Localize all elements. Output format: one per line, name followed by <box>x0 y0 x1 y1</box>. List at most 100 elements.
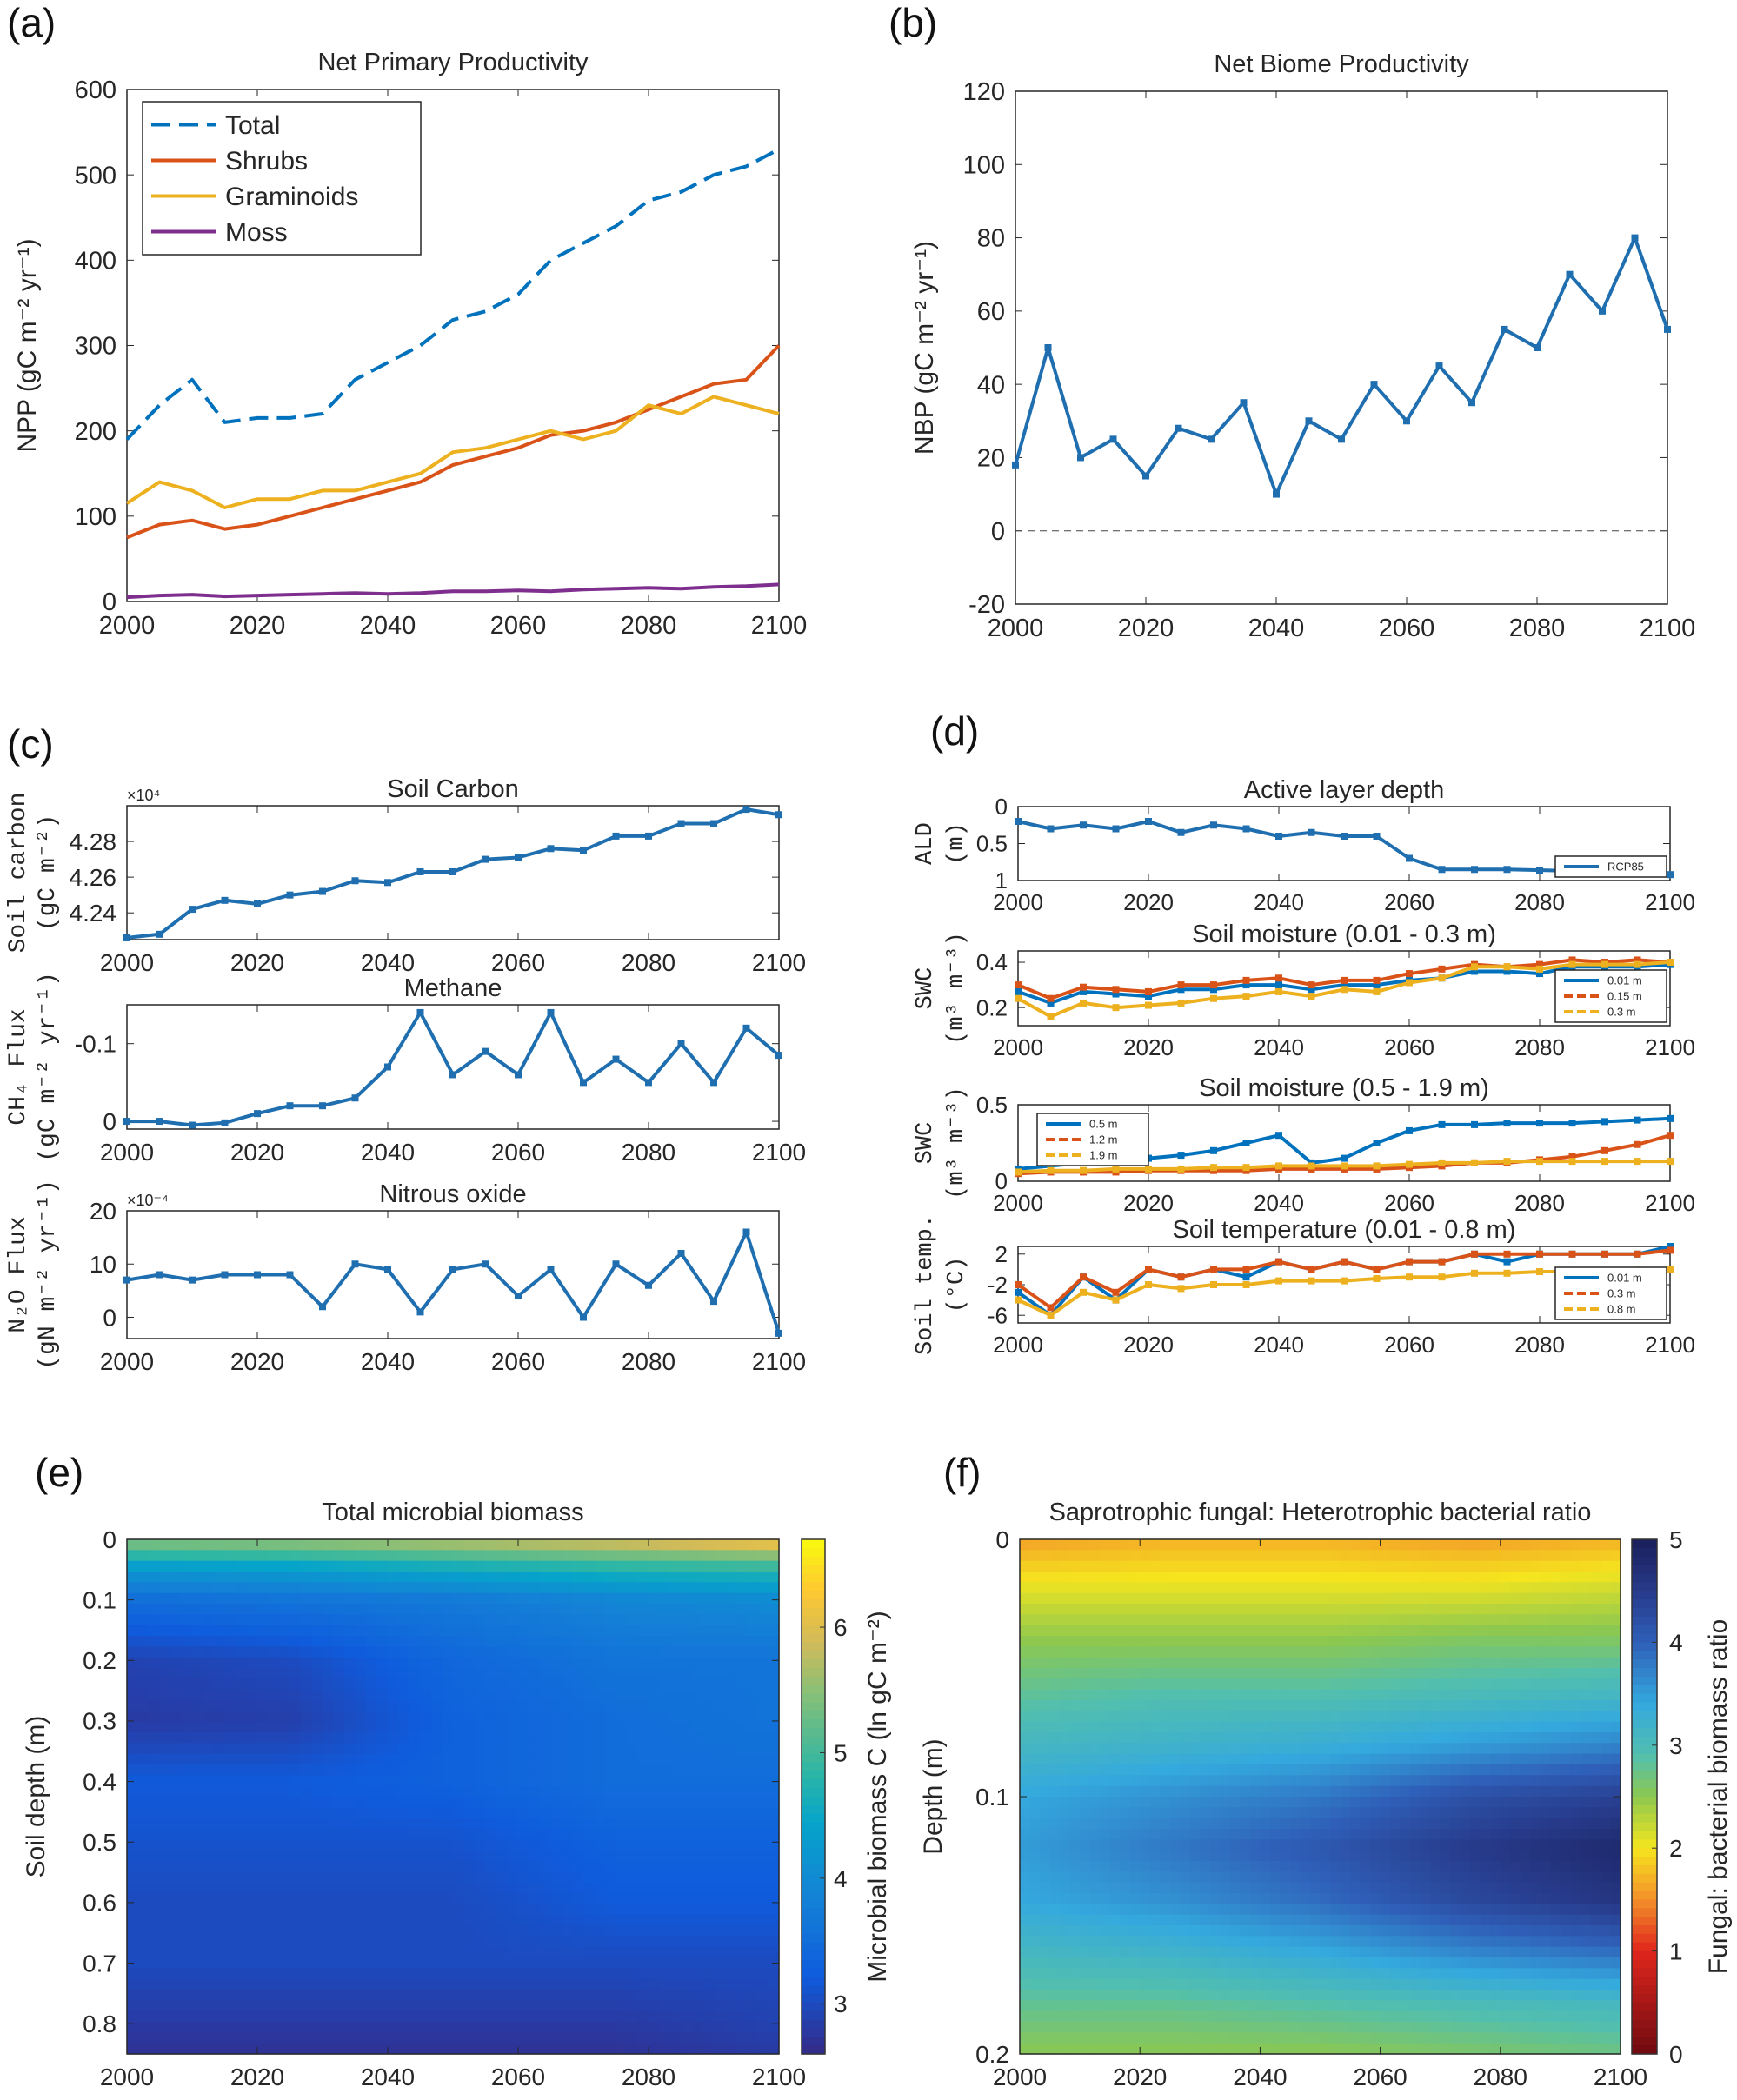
x-tick-label: 2000 <box>100 949 154 976</box>
x-tick-label: 2080 <box>1509 615 1566 642</box>
heatmap-cell <box>1269 1560 1281 1572</box>
heatmap-cell <box>1160 1636 1171 1647</box>
heatmap-cell <box>583 1625 596 1637</box>
heatmap-cell <box>1480 1625 1491 1637</box>
heatmap-cell <box>203 1614 215 1626</box>
heatmap-cell <box>192 1893 204 1904</box>
data-point <box>1634 1250 1641 1258</box>
heatmap-cell <box>192 1990 204 2001</box>
heatmap-cell <box>323 1764 335 1776</box>
heatmap-cell <box>1601 1646 1612 1658</box>
heatmap-cell <box>149 1936 161 1948</box>
heatmap-cell <box>485 1807 497 1819</box>
heatmap-cell <box>1350 1657 1361 1669</box>
heatmap-cell <box>768 1721 780 1733</box>
heatmap-cell <box>431 1957 443 1969</box>
heatmap-cell <box>1260 1711 1271 1723</box>
heatmap-cell <box>540 1990 552 2001</box>
heatmap-cell <box>714 1968 726 1980</box>
heatmap-cell <box>1310 1700 1321 1711</box>
heatmap-cell <box>572 1946 584 1958</box>
heatmap-cell <box>1229 1668 1241 1679</box>
heatmap-cell <box>768 1700 780 1711</box>
heatmap-cell <box>1340 1592 1351 1605</box>
heatmap-cell <box>224 1625 236 1637</box>
heatmap-cell <box>355 2000 367 2012</box>
heatmap-cell <box>1029 1604 1041 1615</box>
heatmap-cell <box>127 1893 139 1904</box>
heatmap-cell <box>1100 1604 1111 1615</box>
data-point <box>1109 435 1117 443</box>
heatmap-cell <box>1410 1592 1421 1605</box>
heatmap-cell <box>192 1871 204 1884</box>
colorbar-segment <box>802 1857 825 1866</box>
heatmap-cell <box>681 1689 693 1701</box>
heatmap-cell <box>1269 1700 1281 1711</box>
heatmap-cell <box>159 1592 171 1605</box>
heatmap-cell <box>1149 1700 1161 1711</box>
heatmap-cell <box>1390 1689 1401 1701</box>
heatmap-cell <box>453 1668 465 1679</box>
heatmap-cell <box>649 1550 661 1562</box>
heatmap-cell <box>485 1829 497 1840</box>
heatmap-cell <box>518 1668 530 1679</box>
heatmap-cell <box>1089 1539 1101 1551</box>
heatmap-cell <box>1060 1668 1071 1679</box>
heatmap-cell <box>236 1721 248 1733</box>
heatmap-cell <box>1049 1743 1061 1755</box>
heatmap-cell <box>1550 1539 1561 1551</box>
heatmap-cell <box>453 2022 465 2033</box>
heatmap-cell <box>1590 1700 1601 1711</box>
heatmap-cell <box>246 1925 258 1937</box>
heatmap-cell <box>246 1882 258 1894</box>
heatmap-cell <box>562 1871 574 1884</box>
heatmap-cell <box>1120 1646 1131 1658</box>
data-point <box>1667 1266 1674 1273</box>
heatmap-cell <box>692 1743 704 1755</box>
heatmap-cell <box>1590 1764 1601 1776</box>
heatmap-cell <box>203 1721 215 1733</box>
heatmap-cell <box>702 1700 715 1711</box>
heatmap-cell <box>605 1539 617 1551</box>
heatmap-cell <box>572 1668 584 1679</box>
x-tick-label: 2020 <box>230 1139 284 1166</box>
heatmap-cell <box>724 1743 736 1755</box>
heatmap-cell <box>757 1668 769 1679</box>
heatmap-cell <box>1149 1539 1161 1551</box>
heatmap-cell <box>1260 1764 1271 1776</box>
heatmap-cell <box>529 1946 541 1958</box>
heatmap-cell <box>323 1721 335 1733</box>
heatmap-cell <box>333 1904 345 1916</box>
heatmap-cell <box>1040 1572 1051 1583</box>
heatmap-cell <box>550 1797 562 1808</box>
heatmap-cell <box>550 1678 562 1691</box>
heatmap-cell <box>681 1560 693 1572</box>
heatmap-cell <box>702 1839 715 1851</box>
heatmap-cell <box>1240 1592 1251 1605</box>
heatmap-cell <box>301 1936 313 1948</box>
heatmap-cell <box>714 1711 726 1723</box>
heatmap-cell <box>1610 1550 1621 1562</box>
x-tick-label: 2060 <box>1384 1034 1434 1060</box>
heatmap-cell <box>1580 1721 1591 1733</box>
heatmap-cell <box>431 1968 443 1980</box>
y-tick-label: 0.2 <box>83 1647 116 1674</box>
heatmap-cell <box>214 2043 226 2055</box>
heatmap-cell <box>388 1925 400 1937</box>
heatmap-cell <box>649 1936 661 1948</box>
heatmap-cell <box>475 1592 487 1605</box>
heatmap-cell <box>149 1829 161 1840</box>
heatmap-cell <box>735 1807 748 1819</box>
heatmap-cell <box>496 1539 509 1551</box>
heatmap-cell <box>627 1668 639 1679</box>
heatmap-cell <box>1160 1678 1171 1691</box>
heatmap-cell <box>224 1539 236 1551</box>
heatmap-cell <box>605 1990 617 2001</box>
heatmap-cell <box>605 1818 617 1830</box>
heatmap-cell <box>572 2032 584 2044</box>
heatmap-cell <box>518 1743 530 1755</box>
heatmap-cell <box>181 1990 193 2001</box>
colorbar-segment <box>802 1642 825 1651</box>
heatmap-cell <box>540 1646 552 1658</box>
heatmap-cell <box>344 1668 356 1679</box>
